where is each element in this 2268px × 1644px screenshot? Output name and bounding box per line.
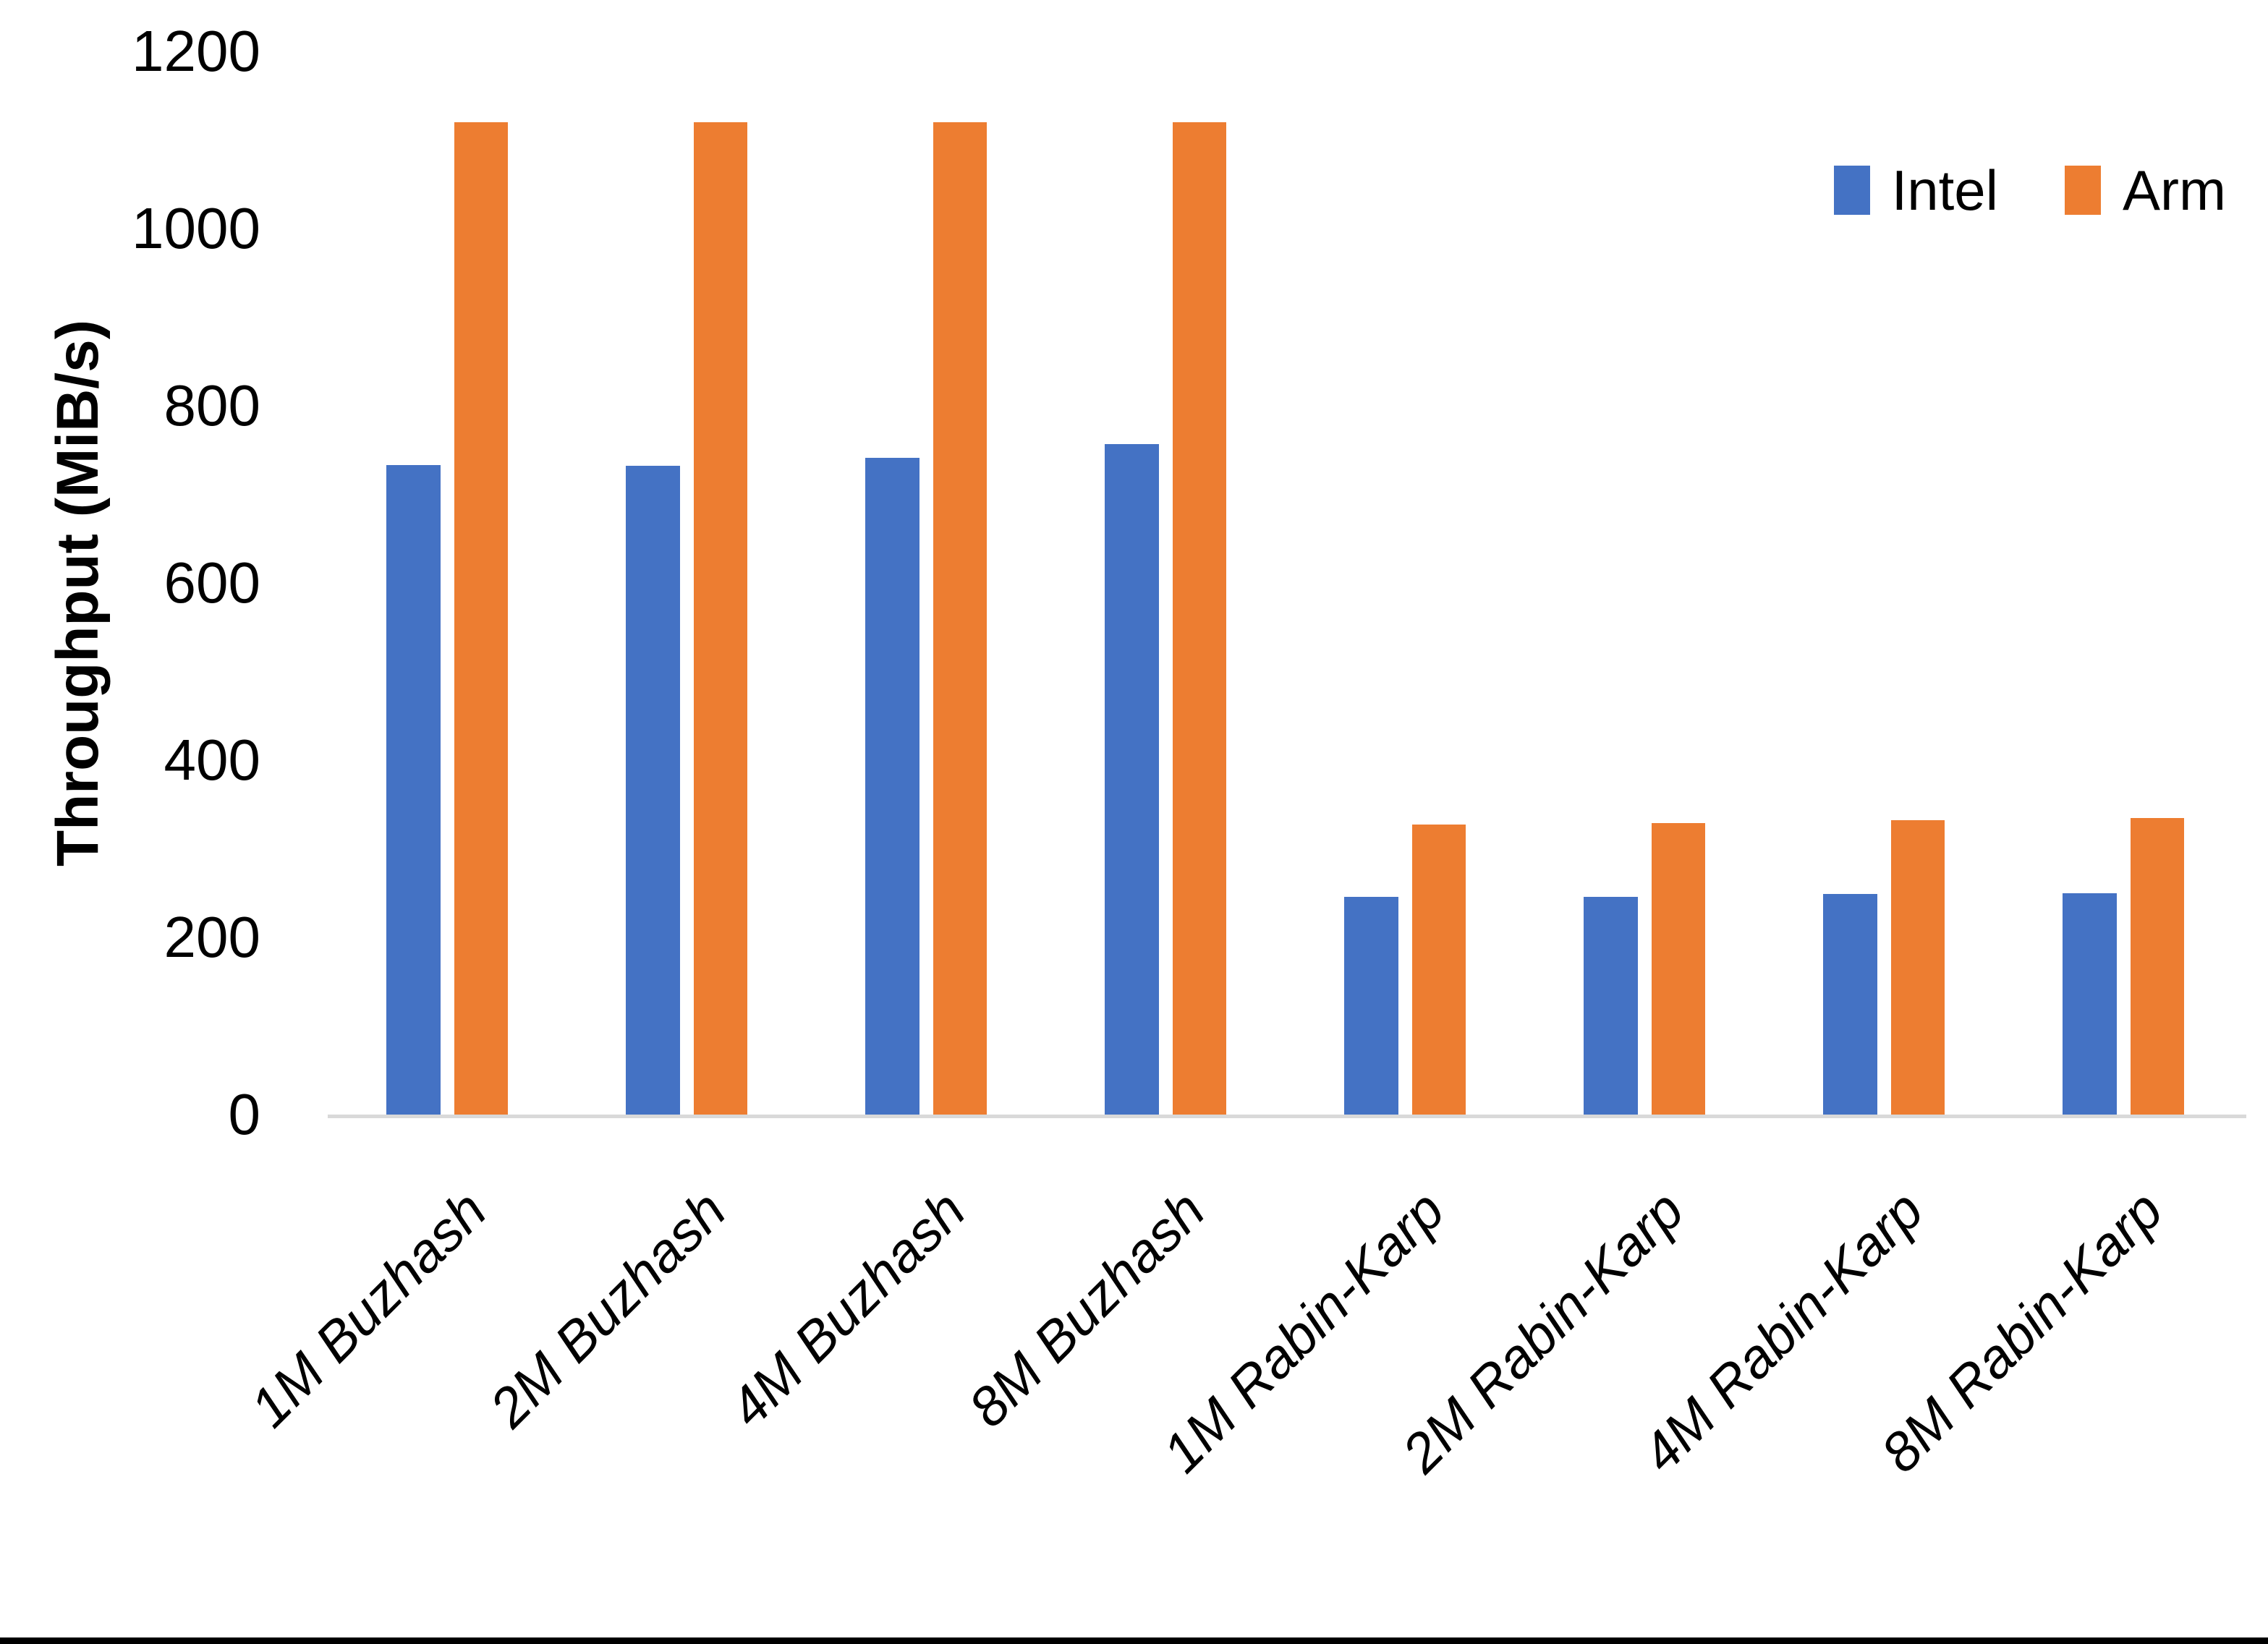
legend-swatch-arm-icon bbox=[2065, 166, 2102, 215]
y-tick-label-0: 0 bbox=[228, 1082, 261, 1146]
x-tick-label-4m-rabin-karp: 4M Rabin-Karp bbox=[1630, 1179, 1935, 1485]
bar-arm-8m-rabin-karp bbox=[2131, 818, 2184, 1115]
bar-arm-2m-buzhash bbox=[694, 122, 747, 1115]
x-tick-label-1m-rabin-karp: 1M Rabin-Karp bbox=[1151, 1179, 1456, 1485]
y-tick-label-400: 400 bbox=[163, 728, 260, 792]
legend-label-intel: Intel bbox=[1891, 158, 1999, 222]
bar-arm-2m-rabin-karp bbox=[1652, 823, 1705, 1115]
bar-intel-2m-rabin-karp bbox=[1584, 897, 1638, 1115]
x-tick-label-1m-buzhash: 1M Buzhash bbox=[238, 1179, 498, 1439]
x-tick-label-8m-buzhash: 8M Buzhash bbox=[956, 1179, 1217, 1439]
legend-item-arm: Arm bbox=[2065, 162, 2226, 218]
plot-area bbox=[328, 51, 2243, 1115]
x-axis-line bbox=[328, 1115, 2246, 1118]
legend-swatch-intel-icon bbox=[1833, 166, 1870, 215]
bottom-border bbox=[0, 1637, 2268, 1644]
legend: Intel Arm bbox=[1833, 158, 2226, 222]
bar-arm-1m-rabin-karp bbox=[1412, 825, 1466, 1115]
bar-intel-8m-rabin-karp bbox=[2063, 893, 2117, 1115]
y-tick-label-1000: 1000 bbox=[132, 196, 260, 260]
legend-label-arm: Arm bbox=[2123, 158, 2226, 222]
bar-arm-4m-buzhash bbox=[933, 122, 987, 1115]
bar-arm-4m-rabin-karp bbox=[1891, 820, 1945, 1115]
legend-item-intel: Intel bbox=[1833, 158, 1999, 222]
bar-intel-4m-rabin-karp bbox=[1823, 894, 1877, 1115]
x-tick-label-2m-rabin-karp: 2M Rabin-Karp bbox=[1390, 1179, 1696, 1485]
y-tick-label-200: 200 bbox=[163, 905, 260, 969]
bar-intel-4m-buzhash bbox=[865, 458, 919, 1115]
bar-intel-1m-rabin-karp bbox=[1344, 897, 1398, 1115]
bar-intel-2m-buzhash bbox=[626, 466, 680, 1115]
bar-arm-8m-buzhash bbox=[1173, 122, 1226, 1115]
y-tick-label-1200: 1200 bbox=[132, 19, 260, 83]
bar-arm-1m-buzhash bbox=[454, 122, 508, 1115]
y-tick-label-600: 600 bbox=[163, 550, 260, 615]
y-tick-label-800: 800 bbox=[163, 373, 260, 438]
x-tick-label-8m-rabin-karp: 8M Rabin-Karp bbox=[1869, 1179, 2175, 1485]
x-tick-label-2m-buzhash: 2M Buzhash bbox=[477, 1179, 738, 1439]
x-tick-label-4m-buzhash: 4M Buzhash bbox=[717, 1179, 977, 1439]
bar-intel-1m-buzhash bbox=[386, 465, 441, 1115]
bar-intel-8m-buzhash bbox=[1105, 444, 1159, 1115]
